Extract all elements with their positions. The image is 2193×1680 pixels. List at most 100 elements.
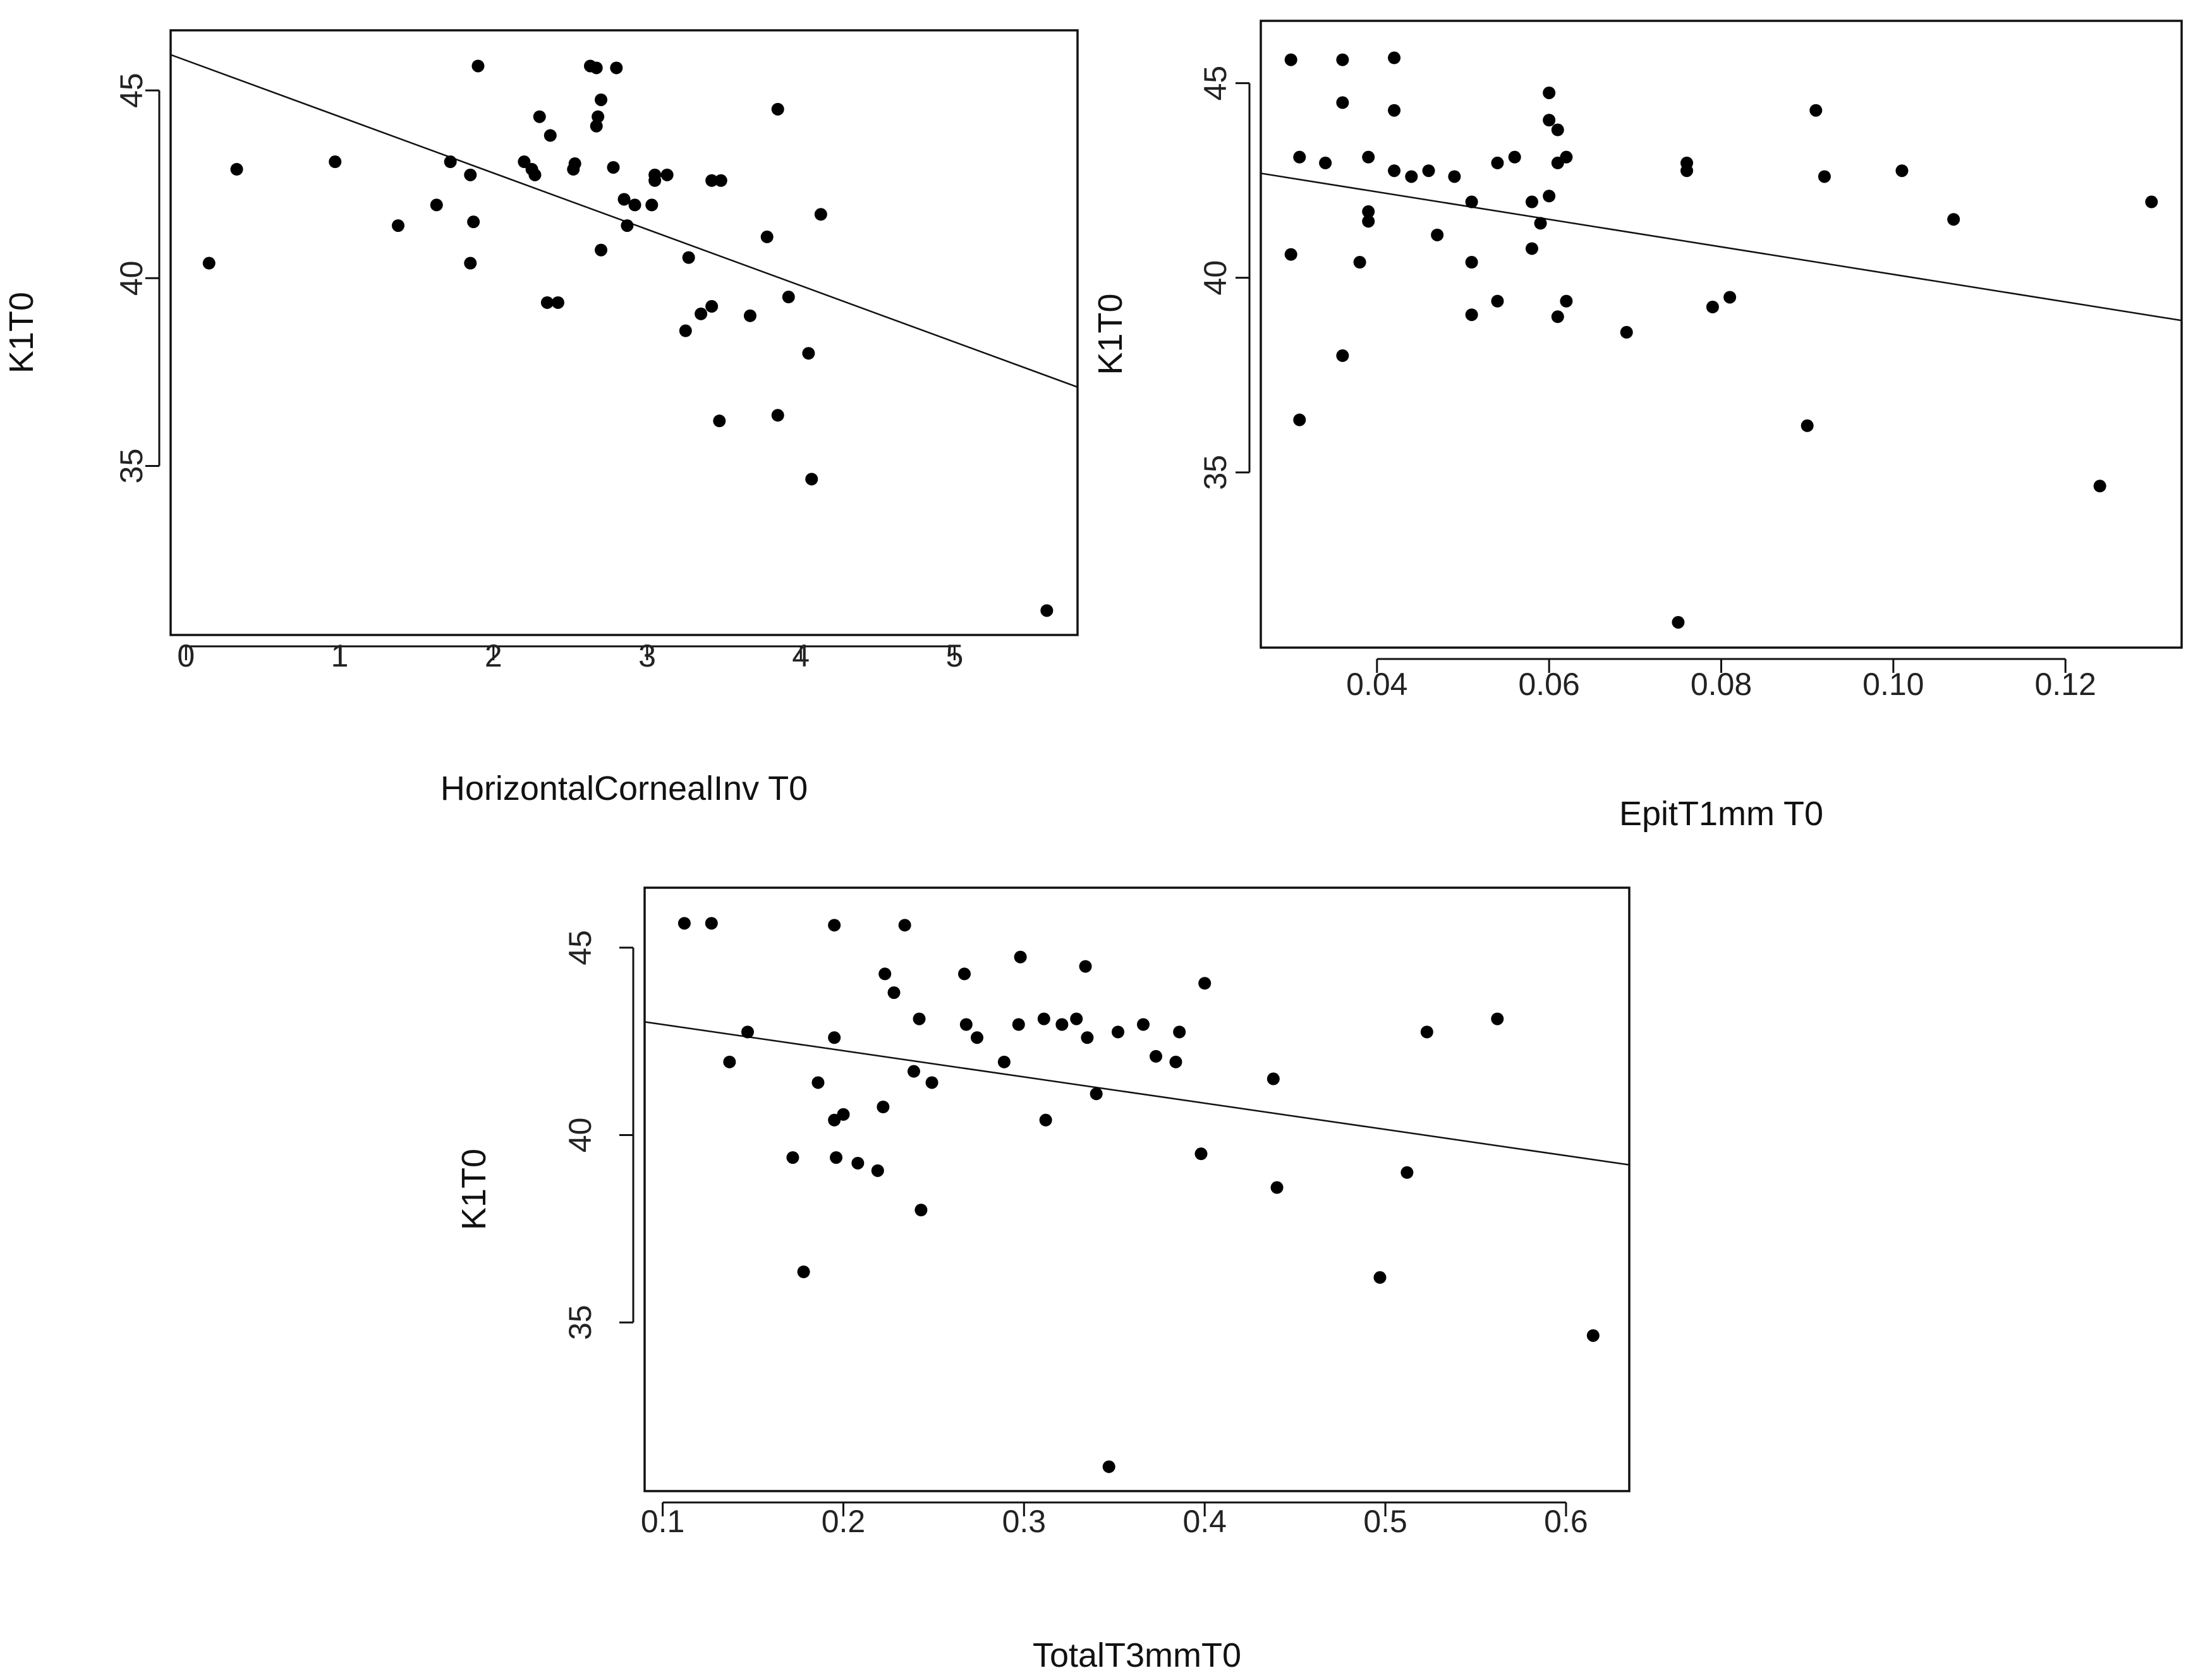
- data-points: [677, 917, 1600, 1473]
- x-tick-label: 0.12: [2035, 667, 2096, 702]
- data-point: [202, 257, 216, 270]
- y-tick-label: 45: [1198, 66, 1233, 101]
- y-axis-title: K1T0: [1091, 293, 1129, 375]
- plot-frame: [643, 886, 1631, 1492]
- data-point: [1491, 1012, 1504, 1025]
- data-point: [607, 160, 620, 174]
- data-point: [828, 1113, 841, 1127]
- x-axis: 0.04 0.06 0.08 0.10 0.12: [1346, 658, 2096, 702]
- data-point: [1491, 156, 1504, 169]
- data-point: [610, 61, 623, 75]
- data-point: [1809, 104, 1823, 117]
- data-point: [1040, 604, 1054, 617]
- data-point: [705, 174, 719, 187]
- data-point: [1362, 215, 1375, 228]
- data-point: [617, 193, 631, 206]
- data-point: [568, 157, 581, 171]
- data-point: [660, 168, 674, 181]
- data-point: [1284, 248, 1297, 261]
- x-axis-title: HorizontalCornealInv T0: [440, 770, 808, 807]
- data-point: [1169, 1055, 1182, 1068]
- data-point: [467, 215, 480, 229]
- data-point: [723, 1055, 736, 1068]
- data-point: [1895, 164, 1909, 178]
- data-point: [714, 174, 727, 187]
- data-point: [814, 208, 827, 221]
- x-axis: 0.1 0.2 0.3 0.4 0.5 0.6: [641, 1501, 1588, 1539]
- data-point: [1336, 96, 1349, 109]
- data-point: [1270, 1181, 1284, 1194]
- x-tick-label: 2: [485, 638, 502, 674]
- data-point: [595, 93, 608, 106]
- plot-frame: [1260, 20, 2183, 649]
- y-tick-label: 40: [114, 260, 149, 296]
- data-point: [1465, 308, 1478, 322]
- data-point: [1336, 53, 1349, 66]
- data-point: [898, 919, 911, 932]
- panel-bottom: 0.1 0.2 0.3 0.4 0.5 0.6 35 40 45 TotalT3mmT0 K1…: [455, 886, 1631, 1674]
- data-point: [1284, 53, 1297, 66]
- data-point: [464, 257, 477, 270]
- x-tick-label: 3: [638, 638, 656, 674]
- data-point: [533, 110, 546, 123]
- y-axis: 35 40 45: [114, 73, 161, 483]
- data-point: [878, 967, 892, 981]
- data-point: [1012, 1018, 1025, 1031]
- data-point: [1137, 1018, 1150, 1031]
- y-tick-label: 45: [114, 73, 149, 108]
- data-point: [797, 1265, 810, 1278]
- data-point: [592, 110, 605, 123]
- data-point: [2093, 480, 2106, 493]
- data-point: [2145, 195, 2158, 208]
- x-tick-label: 5: [946, 638, 964, 674]
- data-point: [837, 1108, 850, 1121]
- data-point: [1801, 419, 1814, 432]
- data-point: [1560, 294, 1573, 308]
- data-point: [771, 409, 784, 422]
- data-point: [430, 198, 443, 212]
- data-point: [1111, 1025, 1124, 1039]
- x-axis-title: EpitT1mm T0: [1619, 795, 1823, 833]
- data-point: [391, 219, 404, 233]
- x-tick-label: 0.06: [1518, 667, 1579, 702]
- data-point: [705, 917, 718, 930]
- data-point: [1070, 1012, 1083, 1025]
- data-point: [925, 1076, 939, 1089]
- data-point: [1947, 213, 1960, 226]
- y-tick-label: 35: [1198, 455, 1233, 490]
- data-point: [828, 1031, 841, 1044]
- data-point: [1672, 615, 1685, 629]
- data-point: [1079, 960, 1092, 973]
- data-point: [1173, 1025, 1186, 1039]
- x-axis: 0 1 2 3 4 5: [177, 638, 963, 674]
- data-point: [1551, 310, 1564, 323]
- data-point: [528, 168, 542, 181]
- data-point: [1706, 300, 1719, 313]
- y-axis: 35 40 45: [1198, 66, 1251, 490]
- data-point: [907, 1065, 920, 1078]
- data-point: [1586, 1329, 1600, 1342]
- data-point: [1353, 256, 1366, 269]
- data-point: [1525, 242, 1538, 255]
- data-point: [1560, 150, 1573, 164]
- data-point: [705, 299, 719, 313]
- x-tick-label: 0: [177, 638, 195, 674]
- data-point: [1293, 413, 1306, 426]
- data-point: [444, 155, 457, 169]
- x-tick-label: 0.3: [1002, 1504, 1047, 1539]
- data-point: [1373, 1271, 1387, 1284]
- data-point: [682, 251, 695, 264]
- data-point: [877, 1101, 890, 1114]
- data-point: [1620, 325, 1633, 339]
- y-tick-label: 40: [1198, 260, 1233, 296]
- data-point: [540, 296, 554, 309]
- data-point: [782, 291, 795, 304]
- data-point: [1465, 256, 1478, 269]
- y-tick-label: 45: [562, 930, 598, 965]
- data-point: [771, 102, 784, 116]
- data-point: [1680, 164, 1694, 178]
- data-point: [1014, 950, 1027, 964]
- data-points: [202, 59, 1054, 617]
- data-point: [1362, 150, 1375, 164]
- y-axis-title: K1T0: [455, 1149, 493, 1230]
